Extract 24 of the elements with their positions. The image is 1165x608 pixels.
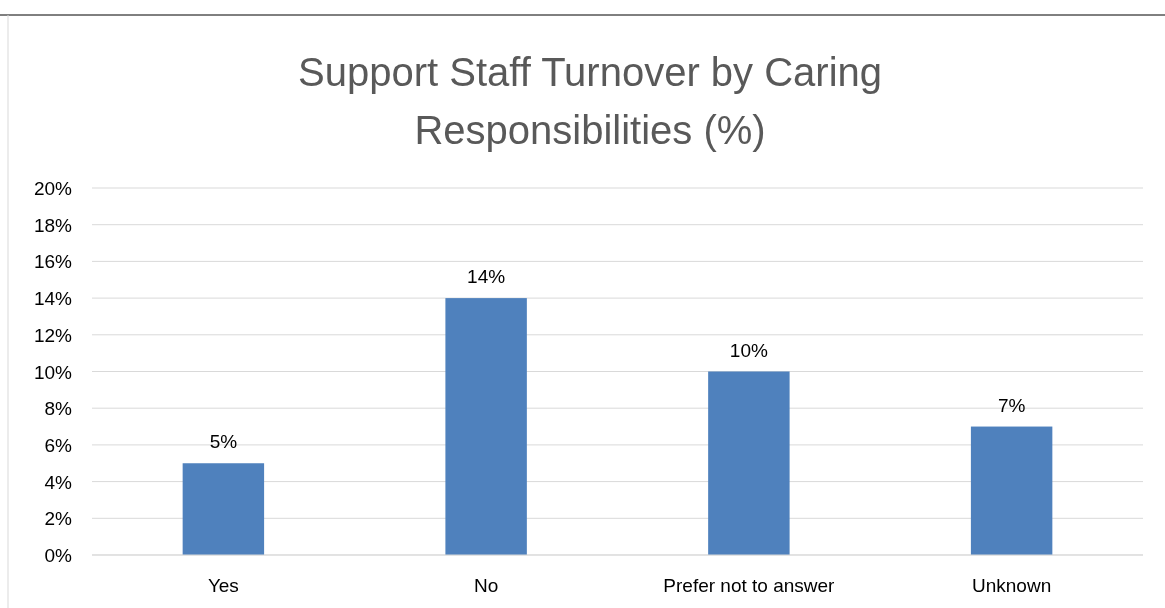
x-tick-label: Prefer not to answer (663, 575, 836, 596)
y-tick-label: 12% (33, 324, 73, 346)
chart-title: Support Staff Turnover by Caring Responsibilities (%) (297, 50, 883, 152)
data-label: 5% (209, 431, 238, 453)
data-label: 14% (467, 266, 506, 288)
bar (182, 463, 265, 555)
x-tick-label: No (473, 575, 499, 596)
x-tick-label: Unknown (972, 575, 1052, 596)
y-tick-label: 20% (33, 178, 73, 199)
x-tick-label: Yes (207, 575, 239, 596)
bar (708, 371, 790, 555)
y-tick-label: 4% (44, 471, 73, 493)
data-label: 7% (997, 394, 1026, 416)
bar (970, 426, 1053, 555)
y-tick-label: 8% (44, 398, 73, 420)
y-tick-label: 6% (44, 434, 73, 456)
y-tick-label: 14% (33, 288, 73, 310)
data-label: 10% (729, 339, 768, 361)
y-tick-label: 0% (44, 545, 73, 566)
y-tick-label: 16% (33, 251, 73, 273)
y-tick-label: 2% (44, 508, 73, 530)
bar (445, 298, 527, 555)
y-tick-label: 10% (33, 361, 73, 383)
y-tick-label: 18% (33, 214, 73, 236)
